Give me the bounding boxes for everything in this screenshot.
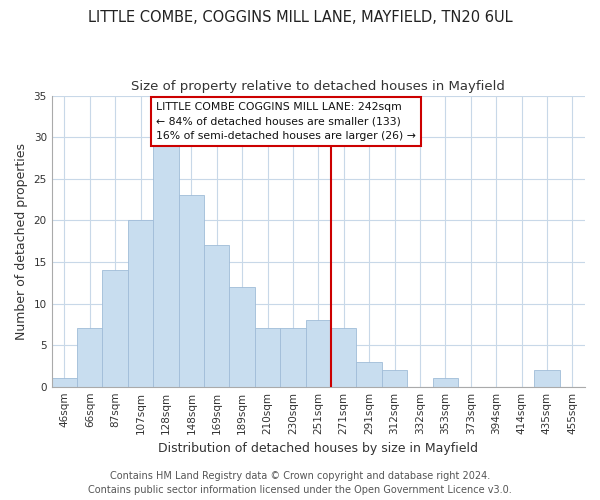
Bar xyxy=(229,287,255,386)
Bar xyxy=(77,328,103,386)
Bar xyxy=(255,328,280,386)
Bar xyxy=(103,270,128,386)
Bar xyxy=(204,246,229,386)
Text: Contains HM Land Registry data © Crown copyright and database right 2024.
Contai: Contains HM Land Registry data © Crown c… xyxy=(88,471,512,495)
Bar xyxy=(382,370,407,386)
Bar xyxy=(280,328,305,386)
Bar xyxy=(179,196,204,386)
Bar xyxy=(153,146,179,386)
Text: LITTLE COMBE, COGGINS MILL LANE, MAYFIELD, TN20 6UL: LITTLE COMBE, COGGINS MILL LANE, MAYFIEL… xyxy=(88,10,512,25)
Title: Size of property relative to detached houses in Mayfield: Size of property relative to detached ho… xyxy=(131,80,505,93)
Bar xyxy=(305,320,331,386)
Bar xyxy=(128,220,153,386)
Bar xyxy=(356,362,382,386)
Bar xyxy=(534,370,560,386)
X-axis label: Distribution of detached houses by size in Mayfield: Distribution of detached houses by size … xyxy=(158,442,478,455)
Bar xyxy=(52,378,77,386)
Bar xyxy=(331,328,356,386)
Y-axis label: Number of detached properties: Number of detached properties xyxy=(15,142,28,340)
Bar xyxy=(433,378,458,386)
Text: LITTLE COMBE COGGINS MILL LANE: 242sqm
← 84% of detached houses are smaller (133: LITTLE COMBE COGGINS MILL LANE: 242sqm ←… xyxy=(156,102,416,141)
